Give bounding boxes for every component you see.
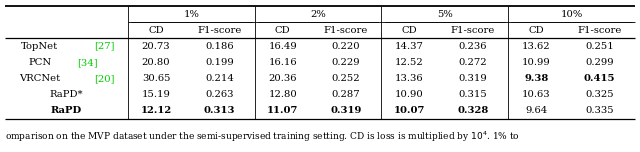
Text: [27]: [27] (94, 42, 115, 51)
Text: 0.328: 0.328 (457, 106, 488, 115)
Text: 13.62: 13.62 (522, 42, 550, 51)
Text: 11.07: 11.07 (267, 106, 298, 115)
Text: RaPD: RaPD (51, 106, 82, 115)
Text: 13.36: 13.36 (395, 74, 424, 83)
Text: 0.287: 0.287 (332, 90, 360, 99)
Text: 1%: 1% (184, 10, 200, 19)
Text: 0.252: 0.252 (332, 74, 360, 83)
Text: 0.251: 0.251 (585, 42, 614, 51)
Text: CD: CD (528, 26, 544, 35)
Text: 20.80: 20.80 (141, 58, 170, 67)
Text: F1-score: F1-score (577, 26, 621, 35)
Text: PCN: PCN (28, 58, 51, 67)
Text: 0.263: 0.263 (205, 90, 234, 99)
Text: CD: CD (275, 26, 291, 35)
Text: 0.313: 0.313 (204, 106, 235, 115)
Text: 20.36: 20.36 (269, 74, 297, 83)
Text: CD: CD (148, 26, 164, 35)
Text: 5%: 5% (437, 10, 452, 19)
Text: TopNet [27]: TopNet [27] (36, 42, 97, 51)
Text: 0.415: 0.415 (584, 74, 615, 83)
Text: [34]: [34] (77, 58, 98, 67)
Text: PCN [34]: PCN [34] (43, 58, 90, 67)
Text: 0.319: 0.319 (330, 106, 362, 115)
Text: 2%: 2% (310, 10, 326, 19)
Text: 10.07: 10.07 (394, 106, 425, 115)
Text: TopNet: TopNet (21, 42, 58, 51)
Text: 10.90: 10.90 (395, 90, 424, 99)
Text: 0.214: 0.214 (205, 74, 234, 83)
Text: 0.335: 0.335 (585, 106, 614, 115)
Text: 9.38: 9.38 (524, 74, 548, 83)
Text: F1-score: F1-score (197, 26, 241, 35)
Text: F1-score: F1-score (451, 26, 495, 35)
Text: 16.16: 16.16 (268, 58, 297, 67)
Text: 12.80: 12.80 (268, 90, 297, 99)
Text: VRCNet [20]: VRCNet [20] (34, 74, 99, 83)
Text: [20]: [20] (94, 74, 115, 83)
Text: 9.64: 9.64 (525, 106, 547, 115)
Text: RaPD*: RaPD* (50, 90, 83, 99)
Text: 14.37: 14.37 (395, 42, 424, 51)
Text: 10.63: 10.63 (522, 90, 550, 99)
Text: 0.325: 0.325 (585, 90, 614, 99)
Text: 0.220: 0.220 (332, 42, 360, 51)
Text: 0.229: 0.229 (332, 58, 360, 67)
Text: 0.186: 0.186 (205, 42, 234, 51)
Text: CD: CD (402, 26, 417, 35)
Text: 30.65: 30.65 (142, 74, 170, 83)
Text: 20.73: 20.73 (141, 42, 170, 51)
Text: VRCNet: VRCNet (19, 74, 60, 83)
Text: 0.236: 0.236 (458, 42, 487, 51)
Text: 10.99: 10.99 (522, 58, 550, 67)
Text: 0.319: 0.319 (458, 74, 487, 83)
Text: 0.272: 0.272 (458, 58, 487, 67)
Text: 15.19: 15.19 (141, 90, 170, 99)
Text: omparison on the MVP dataset under the semi-supervised training setting. CD is l: omparison on the MVP dataset under the s… (5, 130, 520, 144)
Text: 12.52: 12.52 (395, 58, 424, 67)
Text: 16.49: 16.49 (268, 42, 297, 51)
Text: 10%: 10% (561, 10, 582, 19)
Text: F1-score: F1-score (324, 26, 368, 35)
Text: 0.315: 0.315 (458, 90, 487, 99)
Text: 0.199: 0.199 (205, 58, 234, 67)
Text: 12.12: 12.12 (140, 106, 172, 115)
Text: 0.299: 0.299 (585, 58, 614, 67)
